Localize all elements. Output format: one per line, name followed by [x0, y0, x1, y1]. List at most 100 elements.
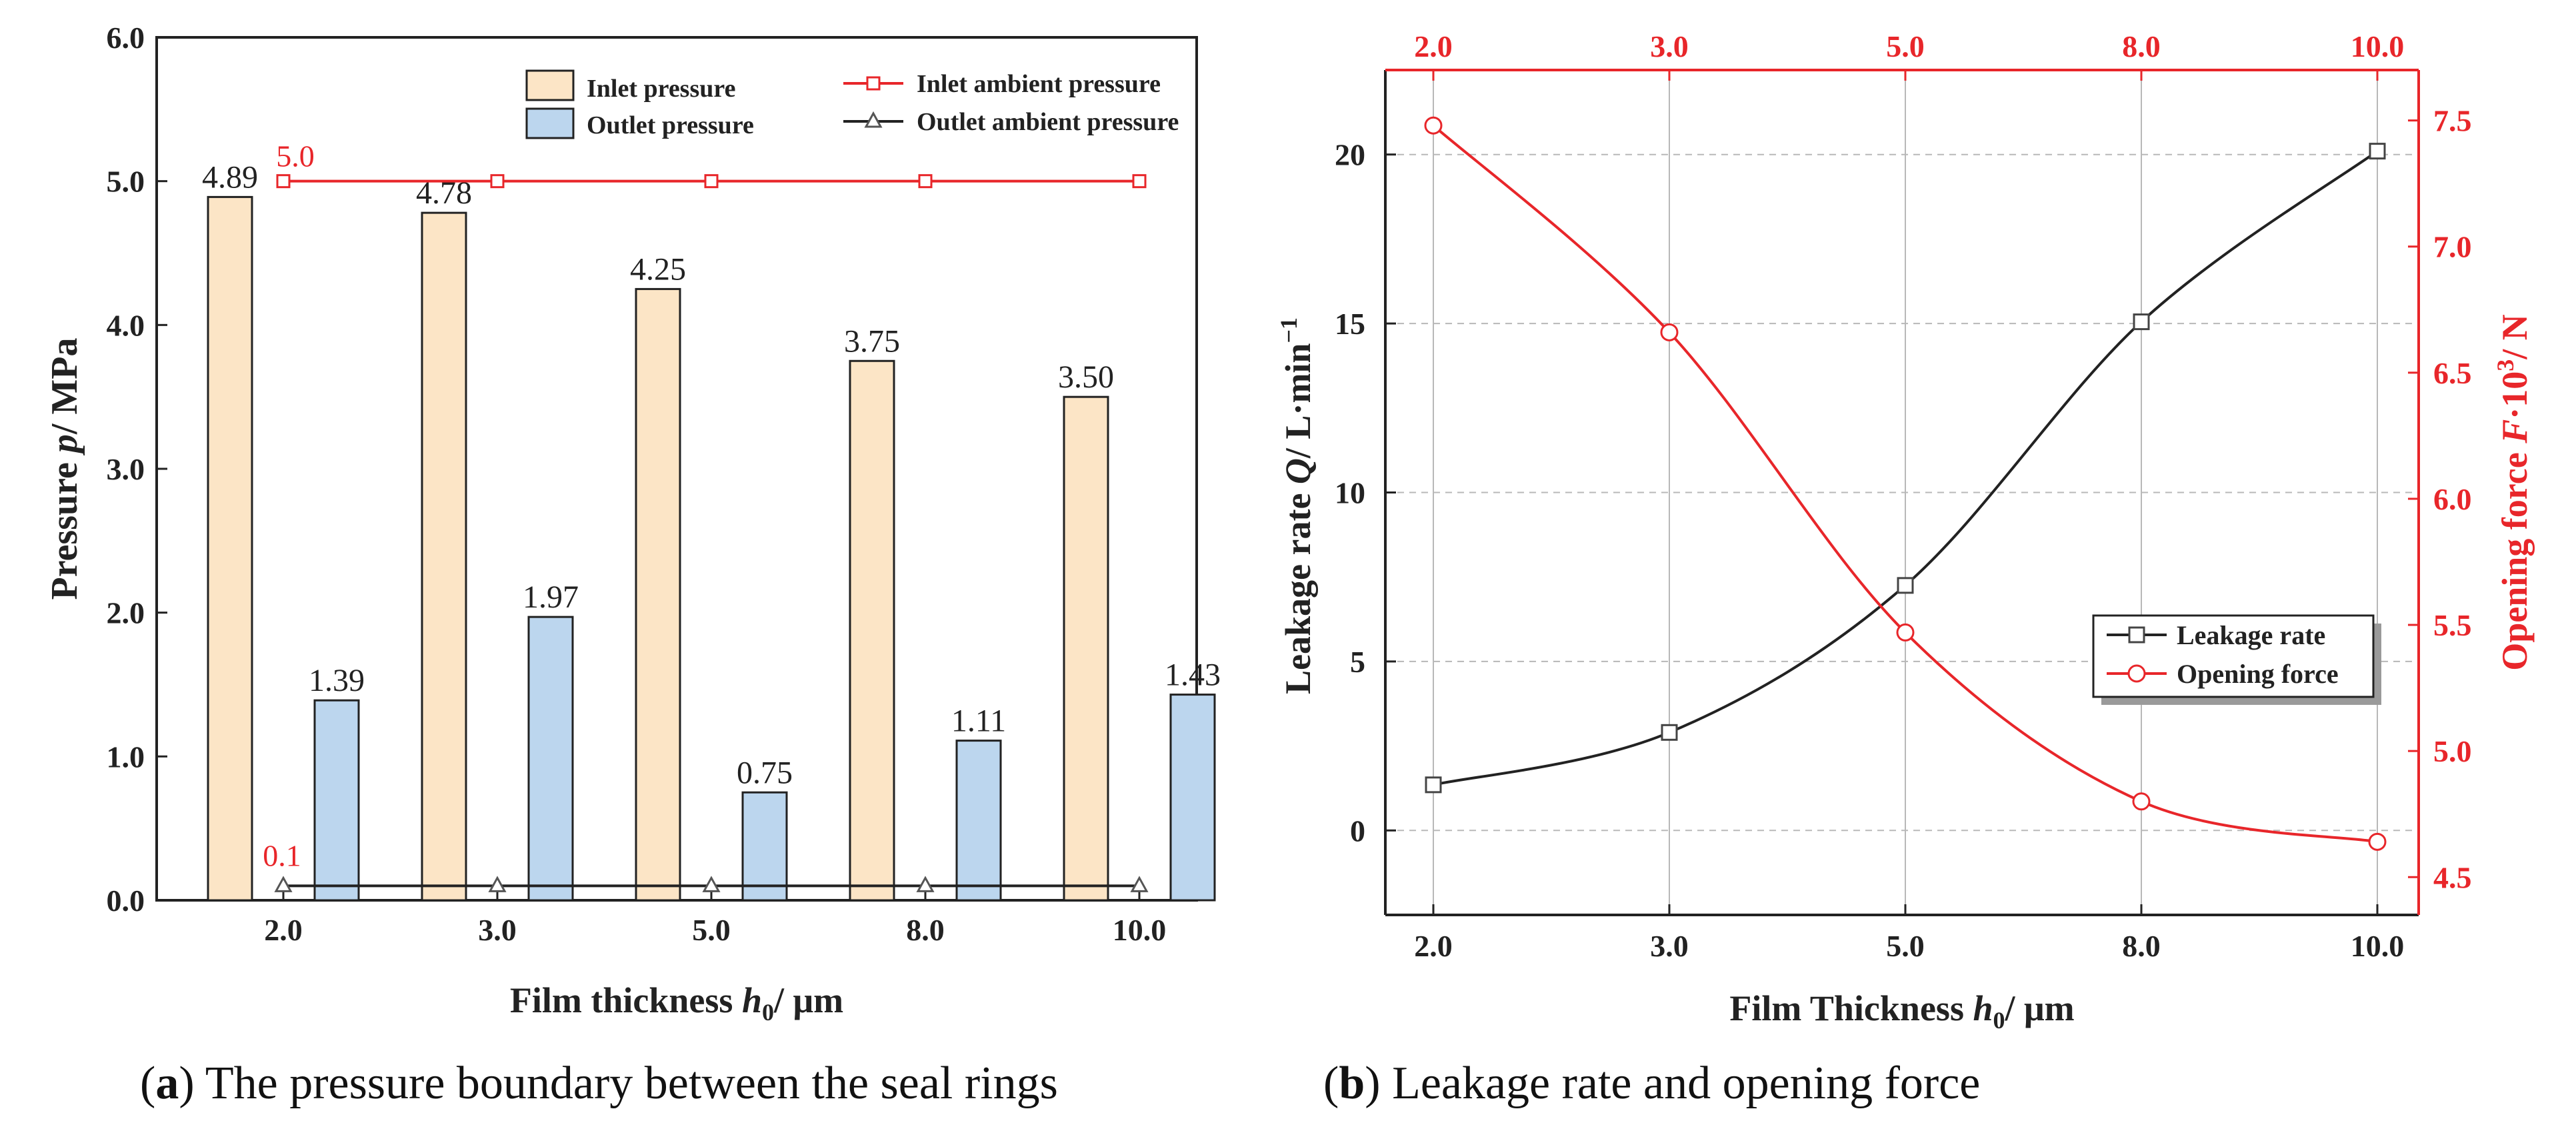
chart-a-ytick-label-2: 2.0	[107, 596, 145, 630]
legend-force-label: Opening force	[2177, 659, 2339, 689]
legend-outlet-label: Outlet pressure	[587, 111, 754, 139]
marker-opening-force-1	[1660, 323, 1679, 341]
bar-outlet-1	[527, 616, 574, 902]
marker-outlet-ambient-2	[702, 876, 721, 892]
chart-b-ytick-right-label-1: 5.0	[2433, 734, 2472, 768]
bar-outlet-3	[955, 740, 1002, 902]
line-opening-force	[1432, 124, 2378, 844]
chart-a-ytick-label-5: 5.0	[107, 165, 145, 199]
chart-b-ytick-right-label-0: 4.5	[2433, 860, 2472, 894]
bar-inlet-label-3: 3.75	[844, 323, 900, 359]
chart-b-xtick-top-label-1: 3.0	[1650, 29, 1689, 63]
legend-outlet-swatch	[525, 107, 575, 139]
marker-leakage-rate-4	[2369, 143, 2386, 160]
chart-b-xtick-label-2: 5.0	[1886, 929, 1925, 963]
chart-a-xtick-label-3: 8.0	[906, 913, 945, 947]
chart-a: 0.0 1.0 2.0 3.0 4.0 5.0 6.0 2.0 3.0 5.0 8.0 10.0 4.8…	[44, 21, 1221, 1026]
marker-outlet-ambient-3	[916, 876, 935, 892]
chart-a-xtick-label-1: 3.0	[478, 913, 517, 947]
chart-b-ytick-left-label-1: 5	[1350, 645, 1365, 679]
chart-b-ytick-left-label-3: 15	[1335, 307, 1365, 341]
chart-a-legend: Inlet pressure Outlet pressure Inlet ambie…	[525, 69, 1179, 139]
chart-a-ytick-label-3: 3.0	[107, 452, 145, 486]
legend-inlet-ambient-marker	[866, 76, 881, 91]
chart-b-ylabel-left: Leakage rate Q/ L·min−1	[1275, 317, 1318, 694]
chart-b-ytick-right-label-3: 6.0	[2433, 482, 2472, 516]
chart-a-ylabel: Pressure p/ MPa	[44, 338, 85, 600]
chart-a-xlabel: Film thickness h0/ μm	[510, 980, 843, 1026]
bar-outlet-label-1: 1.97	[523, 580, 579, 615]
marker-opening-force-4	[2368, 832, 2387, 851]
marker-leakage-rate-3	[2133, 313, 2150, 331]
annotation-outlet-ambient: 0.1	[263, 838, 301, 872]
marker-inlet-ambient-2	[704, 174, 719, 189]
legend-inlet-ambient-label: Inlet ambient pressure	[917, 70, 1161, 98]
chart-b-ytick-right-label-5: 7.0	[2433, 230, 2472, 264]
bar-inlet-label-4: 3.50	[1058, 359, 1114, 395]
marker-inlet-ambient-3	[918, 174, 933, 189]
legend-inlet-swatch	[525, 69, 575, 101]
chart-b-ytick-left-label-0: 0	[1350, 814, 1365, 848]
bar-outlet-4	[1169, 694, 1216, 902]
chart-a-ytick-label-6: 6.0	[107, 21, 145, 55]
legend-force-marker	[2127, 664, 2146, 683]
bar-outlet-label-4: 1.43	[1165, 658, 1221, 693]
chart-b-xtick-label-4: 10.0	[2351, 929, 2405, 963]
chart-b-legend: Leakage rate Opening force	[2092, 614, 2381, 705]
chart-a-xtick-label-2: 5.0	[692, 913, 731, 947]
chart-a-ytick-label-0: 0.0	[107, 884, 145, 918]
bar-inlet-2	[635, 287, 681, 902]
bar-inlet-0	[207, 195, 253, 902]
marker-outlet-ambient-4	[1130, 876, 1149, 892]
legend-outlet-ambient-label: Outlet ambient pressure	[917, 108, 1179, 136]
chart-b-xtick-top-label-3: 8.0	[2122, 29, 2161, 63]
chart-b-ytick-left-label-4: 20	[1335, 138, 1365, 172]
caption-a-label: a	[155, 1058, 179, 1109]
chart-b-xtick-top-label-2: 5.0	[1886, 29, 1925, 63]
bar-inlet-label-0: 4.89	[202, 159, 258, 195]
bar-inlet-label-2: 4.25	[630, 251, 686, 287]
bar-inlet-3	[849, 359, 895, 902]
caption-a: (a) The pressure boundary between the se…	[140, 1058, 1058, 1109]
marker-opening-force-0	[1424, 116, 1443, 135]
chart-b-ytick-right-label-4: 6.5	[2433, 356, 2472, 390]
chart-a-xtick-label-4: 10.0	[1113, 913, 1167, 947]
chart-b-ytick-right-label-2: 5.5	[2433, 608, 2472, 642]
marker-leakage-rate-0	[1425, 776, 1442, 794]
legend-outlet-ambient-marker	[864, 111, 883, 128]
chart-a-xtick-label-0: 2.0	[264, 913, 303, 947]
chart-b: 0 5 10 15 20 4.5 5.0 5.5 6.0 6.5 7.0 7.5 2.0 2.0 3.0 3.…	[1275, 29, 2535, 1034]
marker-inlet-ambient-0	[276, 174, 291, 189]
bar-inlet-4	[1063, 395, 1109, 902]
bar-outlet-label-2: 0.75	[737, 755, 793, 790]
bar-outlet-2	[741, 791, 788, 902]
line-leakage-rate	[1433, 150, 2379, 786]
chart-b-xtick-label-0: 2.0	[1414, 929, 1453, 963]
chart-b-xtick-label-1: 3.0	[1650, 929, 1689, 963]
marker-inlet-ambient-1	[490, 174, 505, 189]
marker-outlet-ambient-1	[488, 876, 507, 892]
bar-outlet-label-3: 1.11	[951, 704, 1006, 739]
marker-opening-force-2	[1896, 623, 1915, 642]
marker-outlet-ambient-0	[274, 876, 293, 892]
chart-b-xtick-top-label-4: 10.0	[2351, 29, 2405, 63]
caption-b: (b) Leakage rate and opening force	[1323, 1058, 1981, 1109]
chart-b-xtick-top-label-0: 2.0	[1414, 29, 1453, 63]
annotation-inlet-ambient: 5.0	[276, 139, 315, 173]
legend-inlet-label: Inlet pressure	[587, 75, 735, 103]
caption-b-label: b	[1339, 1058, 1365, 1109]
chart-a-ytick-label-4: 4.0	[107, 308, 145, 342]
marker-opening-force-3	[2132, 792, 2151, 811]
bar-inlet-1	[421, 211, 467, 902]
chart-b-ytick-right-label-6: 7.5	[2433, 104, 2472, 138]
chart-b-ylabel-right: Opening force F·103/ N	[2492, 314, 2535, 671]
chart-b-xtick-label-3: 8.0	[2122, 929, 2161, 963]
marker-leakage-rate-1	[1661, 724, 1678, 741]
bar-outlet-0	[313, 699, 360, 902]
chart-b-xlabel: Film Thickness h0/ μm	[1729, 988, 2074, 1034]
caption-a-text: The pressure boundary between the seal r…	[205, 1058, 1058, 1109]
chart-b-ytick-left-label-2: 10	[1335, 476, 1365, 510]
legend-leakage-label: Leakage rate	[2177, 620, 2325, 650]
marker-inlet-ambient-4	[1132, 174, 1147, 189]
